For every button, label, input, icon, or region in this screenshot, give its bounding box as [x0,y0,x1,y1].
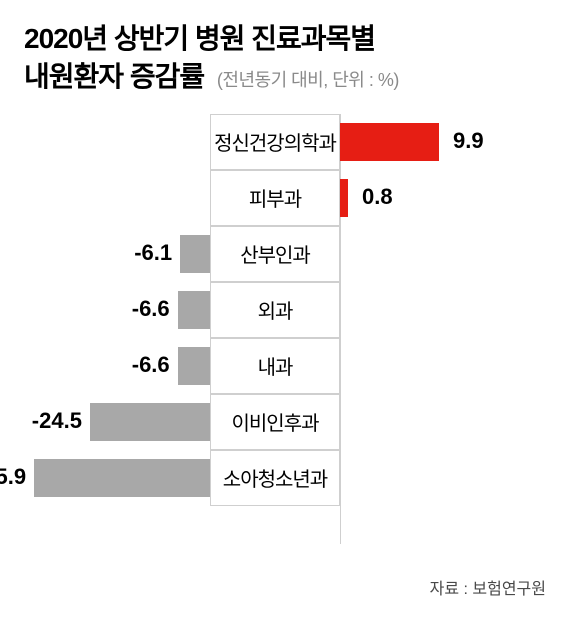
bar-negative [178,291,210,329]
chart-row: 이비인후과 -24.5 [24,394,546,450]
category-label: 이비인후과 [210,394,340,450]
chart-row: 피부과 0.8 [24,170,546,226]
chart-subtitle: (전년동기 대비, 단위 : %) [217,70,399,90]
chart-row: 내과 -6.6 [24,338,546,394]
value-label: 0.8 [362,184,393,210]
bar-negative [90,403,210,441]
value-label: -6.1 [134,240,172,266]
diverging-bar-chart: 정신건강의학과 9.9 피부과 0.8 산부인과 -6.1 외과 -6.6 내과 -6.6 이비인후… [24,114,546,544]
chart-row: 정신건강의학과 9.9 [24,114,546,170]
category-label: 외과 [210,282,340,338]
category-label: 소아청소년과 [210,450,340,506]
value-label: 9.9 [453,128,484,154]
bar-negative [178,347,210,385]
chart-title-block: 2020년 상반기 병원 진료과목별 내원환자 증감률 (전년동기 대비, 단위… [24,20,546,96]
title-line-2-text: 내원환자 증감률 [24,61,204,92]
bar-positive [340,123,439,161]
title-line-1: 2020년 상반기 병원 진료과목별 [24,20,546,58]
bar-negative [34,459,210,497]
category-label: 산부인과 [210,226,340,282]
chart-row: 산부인과 -6.1 [24,226,546,282]
title-line-2: 내원환자 증감률 (전년동기 대비, 단위 : %) [24,58,546,96]
chart-row: 외과 -6.6 [24,282,546,338]
bar-positive [340,179,348,217]
category-label: 피부과 [210,170,340,226]
value-label: -6.6 [132,296,170,322]
bar-negative [180,235,210,273]
value-label: -24.5 [32,408,82,434]
value-label: -35.9 [0,464,26,490]
source-text: 자료 : 보험연구원 [430,575,546,599]
category-label: 정신건강의학과 [210,114,340,170]
value-label: -6.6 [132,352,170,378]
chart-row: 소아청소년과-35.9 [24,450,546,506]
category-label: 내과 [210,338,340,394]
